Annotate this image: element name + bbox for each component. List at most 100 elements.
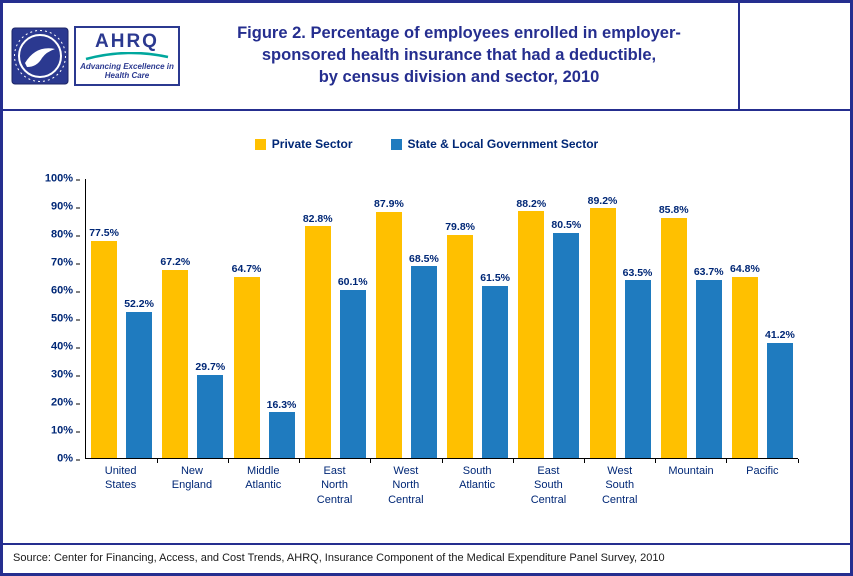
bar-value-label: 41.2% <box>765 329 795 342</box>
bar <box>126 311 153 458</box>
bar-value-label: 80.5% <box>551 219 582 232</box>
bar-value-label: 52.2% <box>124 298 154 311</box>
hhs-seal-logo <box>11 27 69 85</box>
figure-title-line: Figure 2. Percentage of employees enroll… <box>237 24 681 43</box>
source-note: Source: Center for Financing, Access, an… <box>13 552 665 564</box>
ahrq-swoosh-icon <box>85 51 169 61</box>
ahrq-tagline-line: Health Care <box>104 71 150 80</box>
bar-private-sector: 64.7% <box>230 264 263 458</box>
y-axis-tick-label: 40% <box>50 340 81 353</box>
bar-value-label: 82.8% <box>302 212 333 225</box>
bar-group: 88.2% 80.5% <box>513 179 586 463</box>
bar-value-label: 89.2% <box>587 194 618 207</box>
bar <box>375 211 402 458</box>
hhs-seal-icon <box>11 27 69 85</box>
ahrq-logo: AHRQ Advancing Excellence in Health Care <box>74 26 180 86</box>
bar-value-label: 87.9% <box>374 198 404 211</box>
bar <box>624 280 651 458</box>
bar-value-label: 60.1% <box>337 276 368 289</box>
x-axis-category-label: Middle Atlantic <box>245 465 282 492</box>
bar <box>766 342 793 458</box>
y-axis-tick-label: 50% <box>50 312 81 325</box>
bar <box>233 276 260 458</box>
legend: Private Sector State & Local Government S… <box>3 137 850 151</box>
bar-group: 79.8% 61.5% <box>442 179 514 463</box>
bar-value-label: 88.2% <box>516 197 547 210</box>
y-axis-tick-label: 60% <box>50 284 81 297</box>
bar-value-label: 68.5% <box>409 252 439 265</box>
figure-title: Figure 2. Percentage of employees enroll… <box>180 23 738 88</box>
legend-item: State & Local Government Sector <box>390 137 599 151</box>
bar-value-label: 29.7% <box>195 361 226 374</box>
bar <box>91 241 118 458</box>
bar <box>695 279 722 458</box>
bar <box>731 276 758 458</box>
bar-private-sector: 87.9% <box>372 199 405 458</box>
bar <box>482 285 509 458</box>
y-axis-tick-label: 90% <box>50 200 81 213</box>
bar-government-sector: 41.2% <box>763 330 796 458</box>
y-axis-tick-label: 30% <box>50 368 81 381</box>
bar-value-label: 67.2% <box>160 256 191 269</box>
bar-group: 85.8% 63.7% <box>656 179 728 463</box>
plot-area: 77.5% 52.2% 67.2% 29.7% 64.7% 16.3% 82.8% 60.1%… <box>85 179 799 463</box>
footer: Source: Center for Financing, Access, an… <box>3 543 850 573</box>
x-axis-category-label: East North Central <box>316 465 353 506</box>
bar-government-sector: 16.3% <box>265 398 298 458</box>
y-axis: 0% 10% 20% 30% 40% 50% 60% 70% 80% 90% 100% <box>25 173 81 464</box>
y-axis-tick-label: 20% <box>50 396 81 409</box>
bar-private-sector: 77.5% <box>88 228 121 458</box>
bar <box>162 269 189 458</box>
bar-group: 82.8% 60.1% <box>300 179 372 463</box>
bar <box>410 266 437 458</box>
bar-value-label: 16.3% <box>266 398 297 411</box>
legend-swatch <box>254 138 266 150</box>
bar-group: 64.8% 41.2% <box>727 179 799 463</box>
bar-private-sector: 79.8% <box>444 221 477 458</box>
x-axis-category-label: Pacific <box>746 465 779 477</box>
x-axis-category-label: West South Central <box>601 465 638 506</box>
header: AHRQ Advancing Excellence in Health Care… <box>3 3 850 111</box>
bar-government-sector: 61.5% <box>479 273 512 458</box>
bar <box>268 412 295 458</box>
y-axis-tick-label: 70% <box>50 256 81 269</box>
bar-private-sector: 89.2% <box>586 194 619 458</box>
x-axis: United States New England Middle Atlantic East… <box>85 464 798 507</box>
logo-group: AHRQ Advancing Excellence in Health Care <box>3 26 180 86</box>
bar-government-sector: 63.5% <box>621 266 654 458</box>
bar-private-sector: 85.8% <box>657 205 690 458</box>
chart-area: Private Sector State & Local Government S… <box>3 111 850 543</box>
bar <box>304 226 331 458</box>
x-axis-category-label: United States <box>104 465 137 492</box>
x-axis-category-label: East South Central <box>530 465 567 506</box>
bar <box>660 217 687 458</box>
y-axis-tick-label: 100% <box>44 172 81 185</box>
legend-item: Private Sector <box>254 137 353 151</box>
bar-private-sector: 64.8% <box>728 263 761 458</box>
bar <box>589 208 616 458</box>
bar-value-label: 64.7% <box>231 263 262 276</box>
x-axis-category-label: Mountain <box>668 465 714 477</box>
bar-value-label: 63.5% <box>622 266 653 279</box>
bar <box>518 211 545 458</box>
legend-label: Private Sector <box>271 137 353 151</box>
bar-private-sector: 88.2% <box>515 197 548 458</box>
bar-government-sector: 29.7% <box>194 362 227 458</box>
x-axis-category-label: South Atlantic <box>459 465 496 492</box>
bar <box>339 289 366 458</box>
legend-label: State & Local Government Sector <box>407 137 599 151</box>
x-axis-category-label: West North Central <box>388 465 424 506</box>
ahrq-tagline: Advancing Excellence in Health Care <box>80 62 174 80</box>
y-axis-tick-label: 80% <box>50 228 81 241</box>
bar-chart: 0% 10% 20% 30% 40% 50% 60% 70% 80% 90% 100% 77.5% 5… <box>25 173 799 507</box>
bar-value-label: 63.7% <box>693 266 724 279</box>
bar-value-label: 79.8% <box>445 221 475 234</box>
figure-title-line: by census division and sector, 2010 <box>318 67 600 86</box>
bar-value-label: 85.8% <box>658 204 689 217</box>
bar-value-label: 77.5% <box>89 227 119 240</box>
ahrq-wordmark: AHRQ <box>95 30 159 52</box>
bar <box>197 374 224 458</box>
y-axis-tick-label: 0% <box>57 452 80 465</box>
bar <box>447 234 474 458</box>
